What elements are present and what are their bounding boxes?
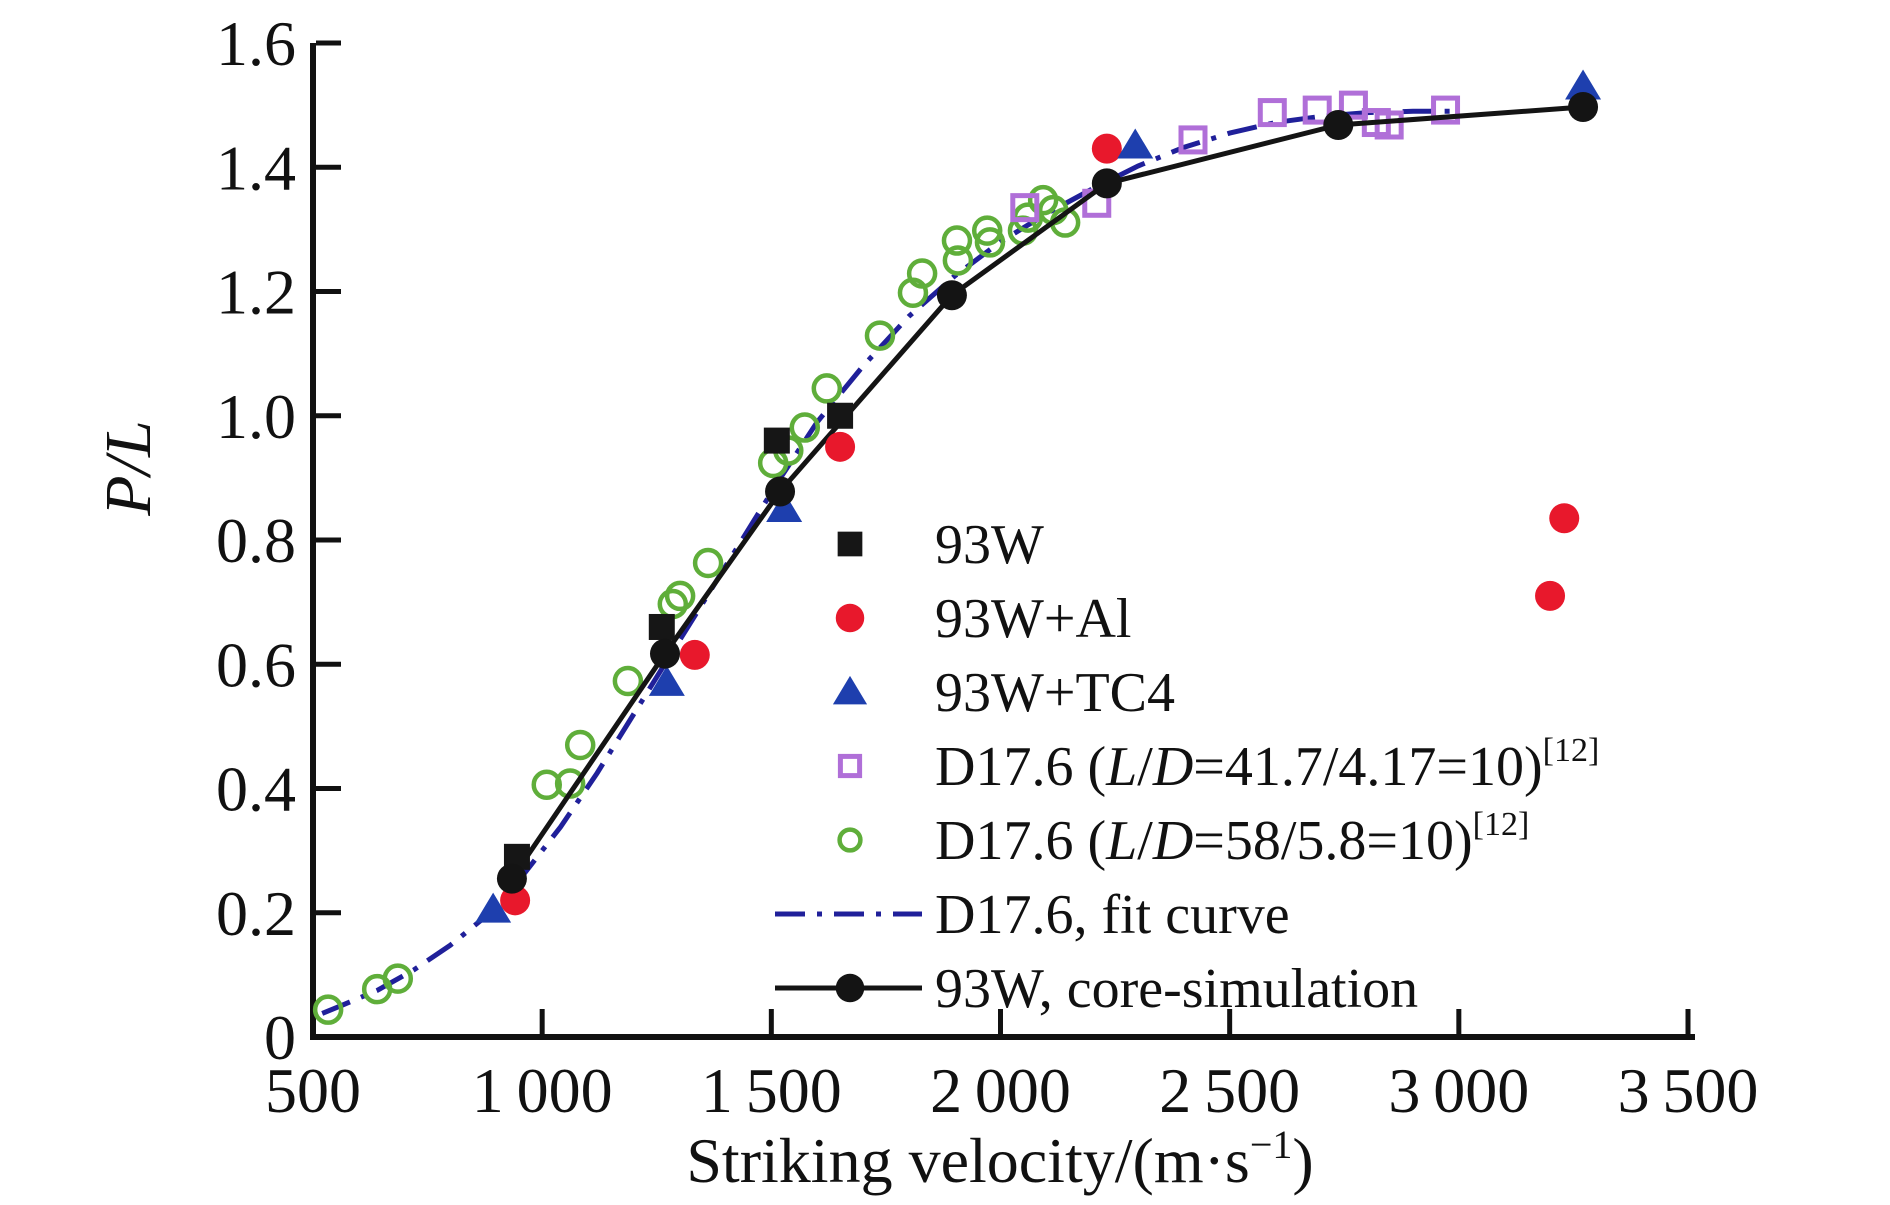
marker-open-circle [564,729,596,761]
legend-label-3-part: [12] [1543,732,1600,769]
y-tick-label: 1.0 [216,381,296,452]
marker-filled-square [648,613,675,640]
marker-open-square [1431,95,1461,125]
marker-filled-triangle [648,665,685,696]
legend-label-0-part: 93W [935,514,1044,576]
marker-open-circle [971,215,1003,246]
marker-open-circle [974,227,1006,258]
marker-filled-circle [1568,91,1599,122]
marker-open-square [1302,95,1332,125]
marker-open-circle [864,320,896,351]
marker-open-circle [382,963,414,994]
marker-filled-circle [936,280,967,311]
y-tick-label: 0.8 [216,505,296,576]
y-tick-label: 1.6 [216,8,296,79]
marker-open-square [1257,98,1287,128]
legend-label-3-part: D [1152,736,1193,798]
legend-label-1: 93W+Al [935,588,1131,650]
x-axis-title: Striking velocity/(m·s−1) [686,1122,1313,1196]
marker-filled-circle [1323,110,1354,141]
legend-label-5: D17.6, fit curve [935,884,1290,946]
legend-label-5-part: D17.6, fit curve [935,884,1290,946]
marker-open-circle [531,769,562,801]
marker-filled-triangle [475,892,512,923]
marker-open-circle [692,547,724,579]
x-axis-title-part: ) [1292,1125,1313,1196]
y-tick-label: 1.2 [216,257,296,328]
marker-open-circle [942,245,974,276]
axes-spines [310,43,1695,1040]
y-tick-label: 1.4 [216,132,296,203]
x-tick-label: 3 500 [1618,1055,1759,1126]
marker-open-circle [664,580,696,612]
x-tick-label: 2 000 [930,1055,1071,1126]
legend-label-3-part: / [1137,736,1153,798]
marker-filled-triangle [1117,128,1154,159]
marker-filled-triangle [1565,69,1602,100]
legend-label-1-part: 93W+Al [935,588,1131,650]
marker-open-circle [612,665,644,697]
marker-open-square [837,753,863,779]
legend-label-3: D17.6 (L/D=41.7/4.17=10)[12] [935,732,1599,798]
legend-label-2-part: 93W+TC4 [935,662,1175,724]
marker-filled-circle [835,973,865,1003]
y-tick-label: 0.2 [216,878,296,949]
marker-open-square [1010,193,1040,223]
marker-open-circle [906,258,938,289]
y-tick-label: 0.4 [216,754,296,825]
marker-filled-circle [765,476,796,507]
marker-filled-circle [835,603,865,633]
marker-filled-circle [825,431,856,462]
marker-open-circle [312,994,344,1025]
marker-filled-triangle [766,491,803,522]
x-axis-title-part: Striking velocity/(m·s [686,1125,1250,1196]
marker-filled-square [837,531,863,557]
y-axis-title: P/L [92,420,165,516]
y-tick-label: 0 [264,1002,296,1073]
marker-filled-circle [1549,503,1580,534]
legend-label-4-part: D [1152,810,1193,872]
legend-label-6: 93W, core-simulation [935,958,1418,1020]
marker-open-circle [811,373,843,404]
legend-label-4-part: [12] [1473,806,1530,843]
marker-filled-circle [650,638,680,669]
marker-open-square [1178,125,1208,155]
legend-label-4-part: / [1137,810,1153,872]
marker-filled-circle [1535,580,1566,611]
marker-open-circle [789,412,821,443]
legend-label-4-part: L [1105,810,1137,872]
marker-filled-square [827,402,854,429]
marker-open-circle [941,225,973,256]
marker-filled-triangle [832,675,868,705]
marker-filled-circle [1091,133,1122,164]
legend-label-3-part: L [1105,736,1137,798]
x-tick-label: 1 500 [701,1055,842,1126]
legend-label-6-part: 93W, core-simulation [935,958,1418,1020]
marker-filled-circle [496,863,527,894]
legend-label-4: D17.6 (L/D=58/5.8=10)[12] [935,806,1529,872]
x-tick-label: 3 000 [1388,1055,1529,1126]
x-tick-label: 1 000 [472,1055,613,1126]
legend-label-4-part: =58/5.8=10) [1193,810,1472,872]
legend-label-0: 93W [935,514,1044,576]
legend-label-2: 93W+TC4 [935,662,1175,724]
x-tick-label: 2 500 [1159,1055,1300,1126]
legend-label-3-part: D17.6 ( [935,736,1106,798]
marker-open-circle [837,827,863,853]
fit-curve-line [321,108,1459,1016]
y-tick-label: 0.6 [216,629,296,700]
marker-filled-circle [679,639,710,670]
legend-label-3-part: =41.7/4.17=10) [1193,736,1542,798]
marker-filled-circle [1091,168,1122,199]
marker-open-circle [1027,184,1059,216]
marker-open-square [1374,110,1404,140]
x-tick-label: 500 [265,1055,361,1126]
legend-label-4-part: D17.6 ( [935,810,1106,872]
x-axis-title-part: −1 [1250,1122,1293,1167]
marker-open-square [1338,90,1368,120]
marker-filled-square [763,427,790,454]
